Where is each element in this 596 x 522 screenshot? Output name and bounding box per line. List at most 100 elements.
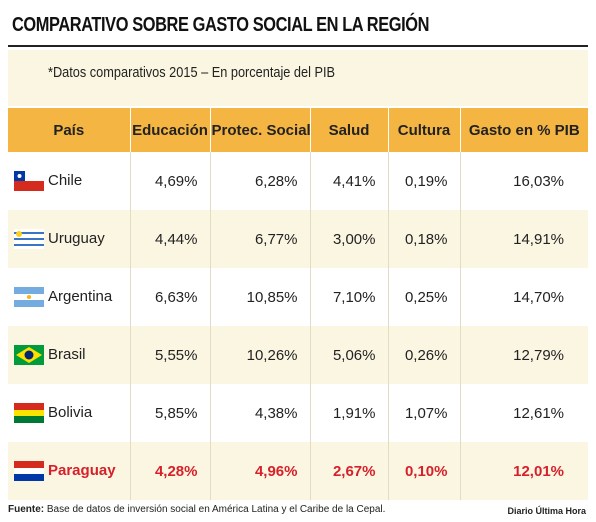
cell-value: 6,77% (254, 230, 298, 248)
value-cell: 12,61% (460, 384, 588, 442)
value-cell: 5,85% (130, 384, 211, 442)
cell-value: 4,69% (154, 172, 198, 190)
column-header: Cultura (388, 108, 461, 152)
column-header: Gasto en % PIB (460, 108, 588, 152)
value-cell: 0,10% (388, 442, 461, 500)
country-cell: Brasil (8, 326, 131, 384)
value-cell: 12,79% (460, 326, 588, 384)
column-header: Salud (310, 108, 389, 152)
cell-value: 10,26% (246, 346, 298, 364)
cell-value: 6,63% (154, 288, 198, 306)
cell-value: 3,00% (332, 230, 376, 248)
title-rule (8, 45, 588, 47)
footer-source: Fuente: Base de datos de inversión socia… (8, 504, 385, 515)
country-name: Brasil (48, 345, 86, 363)
column-header: Educación (130, 108, 211, 152)
cell-value: 5,55% (154, 346, 198, 364)
source-text: Base de datos de inversión social en Amé… (46, 504, 386, 515)
cell-value: 4,96% (254, 462, 298, 480)
country-cell: Paraguay (8, 442, 131, 500)
cell-value: 5,85% (154, 404, 198, 422)
country-cell: Uruguay (8, 210, 131, 268)
value-cell: 4,38% (210, 384, 311, 442)
cell-value: 14,91% (513, 230, 564, 248)
value-cell: 10,26% (210, 326, 311, 384)
cell-value: 0,10% (404, 462, 448, 480)
value-cell: 2,67% (310, 442, 389, 500)
country-cell: Bolivia (8, 384, 131, 442)
table-row: Uruguay 4,44% 6,77% 3,00% 0,18% 14,91% (8, 210, 588, 268)
column-header: Protec. Social (210, 108, 311, 152)
table-row: Chile 4,69% 6,28% 4,41% 0,19% 16,03% (8, 152, 588, 210)
table-row: Brasil 5,55% 10,26% 5,06% 0,26% 12,79% (8, 326, 588, 384)
country-name: Bolivia (48, 403, 93, 421)
cell-value: 4,44% (154, 230, 198, 248)
cell-value: 2,67% (332, 462, 376, 480)
value-cell: 5,55% (130, 326, 211, 384)
country-name: Uruguay (48, 229, 105, 247)
subtitle: *Datos comparativos 2015 – En porcentaje… (48, 64, 336, 81)
value-cell: 6,28% (210, 152, 311, 210)
country-cell: Argentina (8, 268, 131, 326)
cell-value: 4,28% (154, 462, 198, 480)
cell-value: 0,26% (404, 346, 448, 364)
cell-value: 0,19% (404, 172, 448, 190)
value-cell: 6,77% (210, 210, 311, 268)
flag-icon (14, 345, 44, 365)
cell-value: 12,01% (513, 462, 564, 480)
subtitle-band: *Datos comparativos 2015 – En porcentaje… (8, 50, 588, 106)
cell-value: 12,79% (513, 346, 564, 364)
cell-value: 10,85% (246, 288, 298, 306)
cell-value: 16,03% (513, 172, 564, 190)
flag-icon (14, 171, 44, 191)
table-row: Bolivia 5,85% 4,38% 1,91% 1,07% 12,61% (8, 384, 588, 442)
cell-value: 1,07% (404, 404, 448, 422)
country-name: Paraguay (48, 461, 116, 479)
cell-value: 0,25% (404, 288, 448, 306)
cell-value: 12,61% (513, 404, 564, 422)
table-row: Argentina 6,63% 10,85% 7,10% 0,25% 14,70% (8, 268, 588, 326)
cell-value: 5,06% (332, 346, 376, 364)
value-cell: 4,69% (130, 152, 211, 210)
value-cell: 10,85% (210, 268, 311, 326)
value-cell: 12,01% (460, 442, 588, 500)
value-cell: 14,70% (460, 268, 588, 326)
cell-value: 4,41% (332, 172, 376, 190)
column-header: País (8, 108, 131, 152)
value-cell: 4,41% (310, 152, 389, 210)
value-cell: 0,18% (388, 210, 461, 268)
value-cell: 3,00% (310, 210, 389, 268)
country-cell: Chile (8, 152, 131, 210)
value-cell: 0,26% (388, 326, 461, 384)
data-table: País Educación Protec. Social Salud Cultura G… (8, 108, 588, 500)
value-cell: 4,44% (130, 210, 211, 268)
value-cell: 4,96% (210, 442, 311, 500)
cell-value: 1,91% (332, 404, 376, 422)
value-cell: 6,63% (130, 268, 211, 326)
cell-value: 6,28% (254, 172, 298, 190)
flag-icon (14, 403, 44, 423)
value-cell: 4,28% (130, 442, 211, 500)
value-cell: 5,06% (310, 326, 389, 384)
value-cell: 1,91% (310, 384, 389, 442)
cell-value: 0,18% (404, 230, 448, 248)
value-cell: 1,07% (388, 384, 461, 442)
flag-icon (14, 287, 44, 307)
value-cell: 7,10% (310, 268, 389, 326)
flag-icon (14, 461, 44, 481)
cell-value: 7,10% (332, 288, 376, 306)
header-row: País Educación Protec. Social Salud Cultura G… (8, 108, 588, 152)
credit: Diario Última Hora (507, 506, 586, 516)
value-cell: 16,03% (460, 152, 588, 210)
title: COMPARATIVO SOBRE GASTO SOCIAL EN LA REG… (12, 14, 430, 36)
country-name: Chile (48, 171, 83, 189)
country-name: Argentina (48, 287, 113, 305)
value-cell: 0,19% (388, 152, 461, 210)
cell-value: 4,38% (254, 404, 298, 422)
value-cell: 0,25% (388, 268, 461, 326)
table-row: Paraguay 4,28% 4,96% 2,67% 0,10% 12,01% (8, 442, 588, 500)
flag-icon (14, 229, 44, 249)
source-label: Fuente: (8, 504, 45, 515)
value-cell: 14,91% (460, 210, 588, 268)
